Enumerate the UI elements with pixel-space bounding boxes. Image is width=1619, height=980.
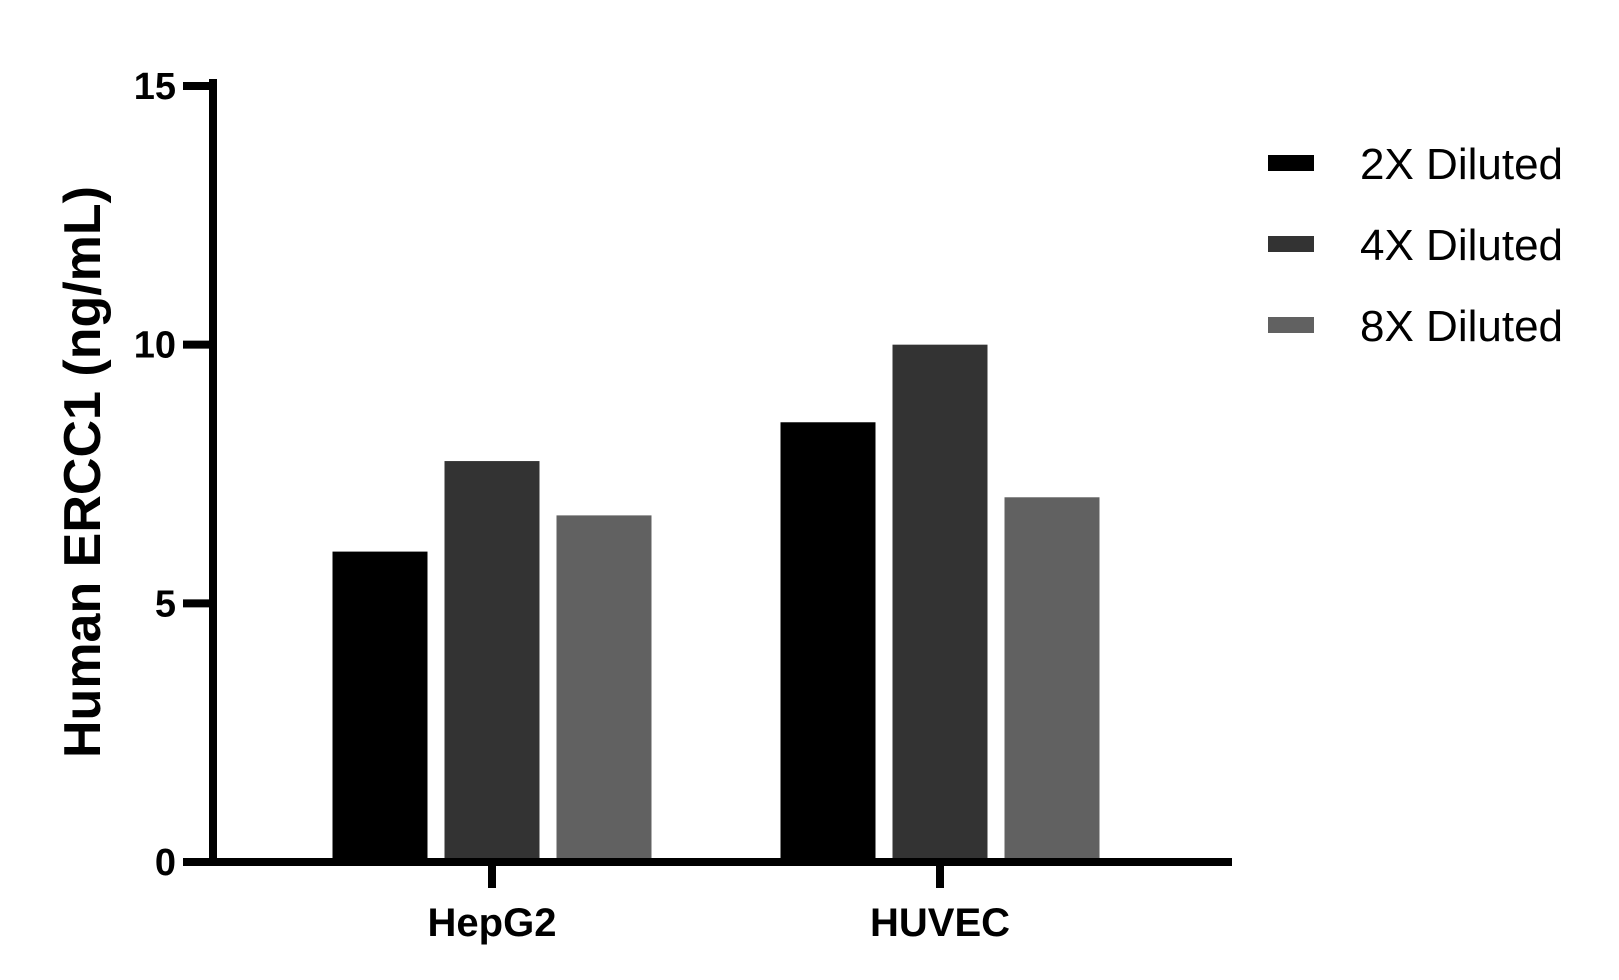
legend-label: 2X Diluted xyxy=(1360,140,1563,189)
y-tick-label: 10 xyxy=(134,325,176,367)
y-axis-label: Human ERCC1 (ng/mL) xyxy=(54,186,112,758)
y-tick-label: 5 xyxy=(155,583,176,625)
legend-swatch xyxy=(1268,236,1314,252)
bar-huvec-4x-diluted xyxy=(892,344,988,863)
bars-group xyxy=(332,344,1100,863)
x-tick-label-huvec: HUVEC xyxy=(870,901,1010,945)
y-tick-label: 15 xyxy=(134,66,176,108)
bar-huvec-2x-diluted xyxy=(780,422,876,862)
bar-hepg2-8x-diluted xyxy=(556,515,652,862)
bar-huvec-8x-diluted xyxy=(1004,497,1100,862)
y-ticks-group: 0 5 10 15 xyxy=(134,66,213,884)
legend-swatch xyxy=(1268,155,1314,171)
bar-hepg2-4x-diluted xyxy=(444,461,540,862)
bar-hepg2-2x-diluted xyxy=(332,551,428,862)
y-tick-label: 0 xyxy=(155,842,176,884)
legend-swatch xyxy=(1268,317,1314,333)
x-ticks-group: HepG2 HUVEC xyxy=(428,862,1010,945)
legend-label: 4X Diluted xyxy=(1360,221,1563,270)
x-tick-label-hepg2: HepG2 xyxy=(428,901,557,945)
legend: 2X Diluted 4X Diluted 8X Diluted xyxy=(1268,140,1563,351)
legend-label: 8X Diluted xyxy=(1360,302,1563,351)
